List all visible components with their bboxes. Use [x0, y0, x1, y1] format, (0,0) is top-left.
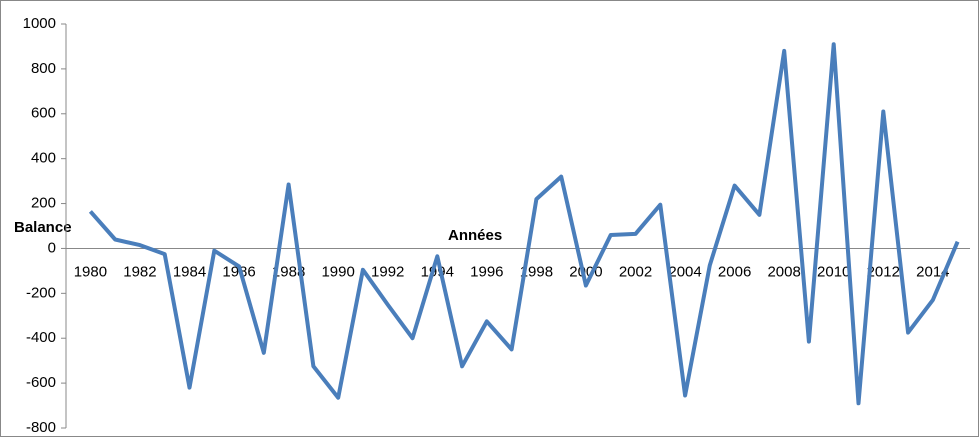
y-tick-label: 600 [31, 105, 56, 122]
x-tick-label: 2010 [817, 263, 850, 280]
y-tick-label: 200 [31, 195, 56, 212]
x-tick-label: 1984 [173, 263, 206, 280]
x-tick-label: 1994 [421, 263, 454, 280]
x-tick-label: 2002 [619, 263, 652, 280]
y-tick-label: 1000 [23, 15, 56, 32]
y-tick-label: -800 [26, 419, 56, 436]
x-tick-label: 1982 [123, 263, 156, 280]
x-tick-label: 1992 [371, 263, 404, 280]
y-tick-label: -200 [26, 284, 56, 301]
y-tick-label: 0 [48, 239, 56, 256]
y-tick-label: 800 [31, 60, 56, 77]
data-line [88, 42, 960, 406]
x-tick-label: 2006 [718, 263, 751, 280]
y-axis-label: Balance [14, 219, 72, 236]
x-tick-label: 1996 [470, 263, 503, 280]
x-tick-label: 1998 [520, 263, 553, 280]
y-tick-label: -400 [26, 329, 56, 346]
x-tick-label: 2012 [867, 263, 900, 280]
x-tick-label: 2004 [668, 263, 701, 280]
x-tick-label: 1980 [74, 263, 107, 280]
x-tick-label: 1988 [272, 263, 305, 280]
x-tick-label: 2008 [767, 263, 800, 280]
y-tick-label: 400 [31, 150, 56, 167]
y-tick-label: -600 [26, 374, 56, 391]
x-tick-label: 1990 [321, 263, 354, 280]
x-axis-label: Années [448, 227, 502, 244]
